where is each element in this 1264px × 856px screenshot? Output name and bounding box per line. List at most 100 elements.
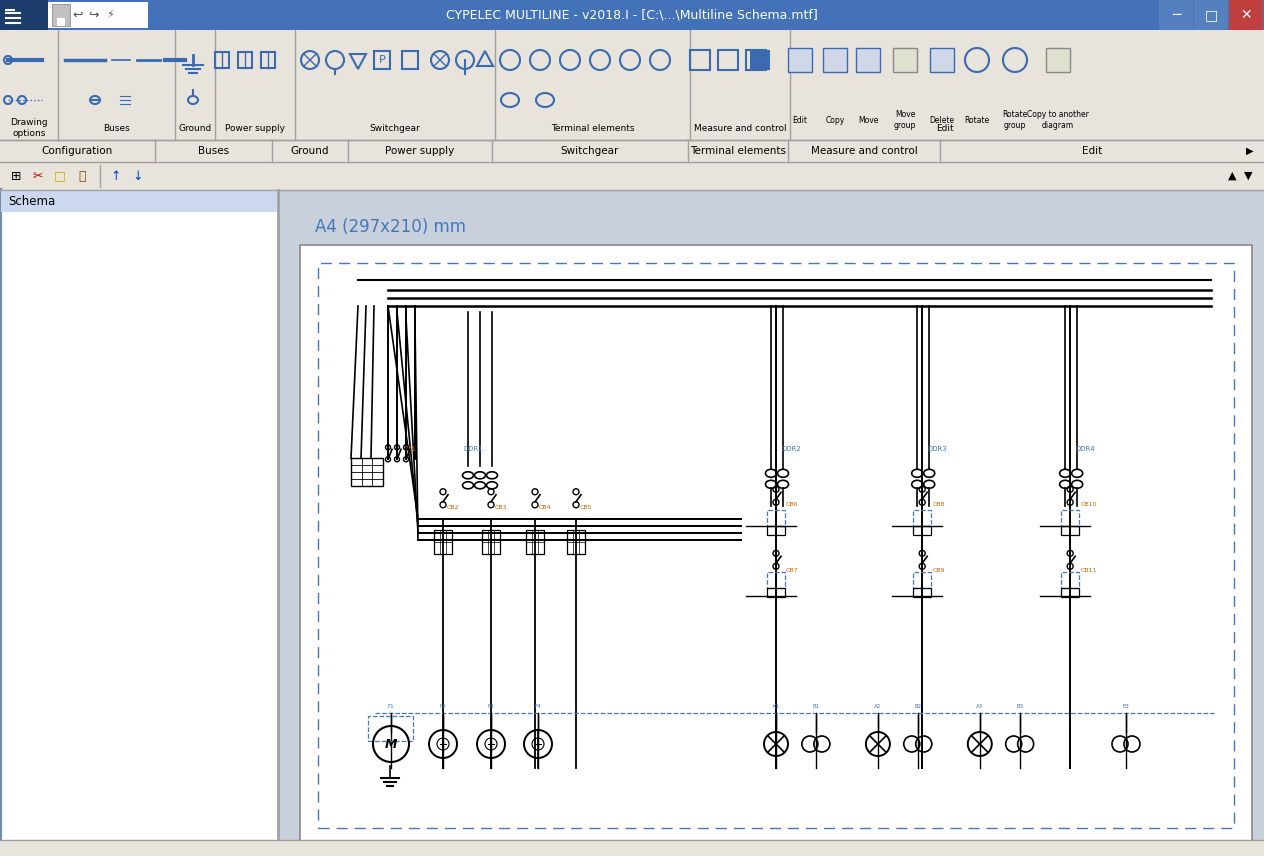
Text: Move
group: Move group xyxy=(894,110,916,130)
Bar xyxy=(930,48,954,72)
Text: CB6: CB6 xyxy=(786,502,799,508)
Text: Copy to another
diagram: Copy to another diagram xyxy=(1028,110,1090,130)
Text: Edit: Edit xyxy=(1082,146,1102,156)
Bar xyxy=(0,140,1264,162)
Text: Configuration: Configuration xyxy=(42,146,112,156)
Text: ✕: ✕ xyxy=(1240,8,1251,22)
Bar xyxy=(374,51,391,69)
Bar xyxy=(1062,526,1079,535)
Text: Edit: Edit xyxy=(937,123,954,133)
Text: □: □ xyxy=(54,169,66,182)
Bar xyxy=(48,2,148,28)
Bar xyxy=(278,190,1264,856)
Bar xyxy=(260,52,276,68)
Bar xyxy=(856,48,880,72)
Text: Delete: Delete xyxy=(929,116,954,124)
Bar xyxy=(690,50,710,70)
Text: Buses: Buses xyxy=(104,123,130,133)
Text: ↪: ↪ xyxy=(88,9,100,21)
Bar xyxy=(913,526,932,535)
Text: Ground: Ground xyxy=(291,146,329,156)
Text: Schema: Schema xyxy=(8,194,56,207)
Text: DDR4: DDR4 xyxy=(1076,446,1095,452)
Text: ▼: ▼ xyxy=(1244,171,1253,181)
Text: K1: K1 xyxy=(772,704,780,709)
Bar xyxy=(1062,588,1079,597)
Text: Rotate: Rotate xyxy=(964,116,990,124)
Text: Switchgear: Switchgear xyxy=(369,123,421,133)
Text: CB1: CB1 xyxy=(403,446,417,452)
Text: F1: F1 xyxy=(388,704,394,709)
Bar xyxy=(434,530,453,554)
Text: ─: ─ xyxy=(1172,8,1181,22)
Bar xyxy=(52,4,70,26)
Bar xyxy=(767,526,785,535)
Bar xyxy=(892,48,916,72)
Text: DDR1: DDR1 xyxy=(463,446,483,452)
Text: Rotate
group: Rotate group xyxy=(1002,110,1028,130)
Bar xyxy=(1,190,277,212)
Text: ⚡: ⚡ xyxy=(106,10,114,20)
Text: ✂: ✂ xyxy=(33,169,43,182)
Bar xyxy=(0,840,1264,856)
Text: B1: B1 xyxy=(813,704,819,709)
Text: F2: F2 xyxy=(440,704,446,709)
Bar xyxy=(1229,0,1263,30)
Text: Ground: Ground xyxy=(178,123,211,133)
Text: ↑: ↑ xyxy=(111,169,121,182)
Text: □: □ xyxy=(1205,8,1217,22)
Text: A3: A3 xyxy=(976,704,983,709)
Bar xyxy=(351,458,383,486)
Bar xyxy=(0,0,48,30)
Text: ▲: ▲ xyxy=(1227,171,1236,181)
Text: Power supply: Power supply xyxy=(225,123,284,133)
Text: P: P xyxy=(379,55,386,65)
Text: M: M xyxy=(384,738,397,751)
Text: CB2: CB2 xyxy=(447,505,460,510)
Text: Copy: Copy xyxy=(825,116,844,124)
Bar xyxy=(1159,0,1193,30)
Text: F4: F4 xyxy=(535,704,541,709)
Text: A2: A2 xyxy=(875,704,881,709)
Text: ▶: ▶ xyxy=(1246,146,1254,156)
Bar xyxy=(368,716,413,741)
Text: CB7: CB7 xyxy=(786,568,799,574)
Bar xyxy=(787,48,811,72)
Bar xyxy=(0,162,1264,190)
Bar xyxy=(1047,48,1071,72)
Bar xyxy=(913,510,932,526)
Bar xyxy=(746,50,766,70)
Bar xyxy=(568,530,585,554)
Text: E3: E3 xyxy=(1122,704,1130,709)
Bar xyxy=(913,573,932,588)
Bar xyxy=(402,51,418,69)
Bar xyxy=(1062,573,1079,588)
Bar xyxy=(0,0,1264,30)
Text: CB10: CB10 xyxy=(1081,502,1097,508)
Bar xyxy=(319,263,1234,828)
Text: Switchgear: Switchgear xyxy=(561,146,619,156)
Text: Terminal elements: Terminal elements xyxy=(690,146,786,156)
Text: DDR3: DDR3 xyxy=(928,446,947,452)
Text: ↓: ↓ xyxy=(133,169,143,182)
Text: DDR2: DDR2 xyxy=(781,446,800,452)
Bar xyxy=(750,50,770,70)
Bar xyxy=(238,52,252,68)
Text: ⊞: ⊞ xyxy=(11,169,21,182)
Text: CB11: CB11 xyxy=(1081,568,1097,574)
Bar xyxy=(767,573,785,588)
Text: Edit: Edit xyxy=(793,116,808,124)
Bar xyxy=(0,30,1264,140)
Text: CB8: CB8 xyxy=(932,502,944,508)
Bar xyxy=(1194,0,1229,30)
Text: CYPELEC MULTILINE - v2018.I - [C:\...\Multiline Schema.mtf]: CYPELEC MULTILINE - v2018.I - [C:\...\Mu… xyxy=(446,9,818,21)
Text: B2: B2 xyxy=(914,704,921,709)
Bar xyxy=(823,48,847,72)
Text: CB4: CB4 xyxy=(538,505,551,510)
Text: Move: Move xyxy=(858,116,878,124)
Text: Drawing
options: Drawing options xyxy=(10,118,48,138)
Bar xyxy=(913,588,932,597)
Bar xyxy=(718,50,738,70)
Text: Terminal elements: Terminal elements xyxy=(551,123,635,133)
Bar xyxy=(767,588,785,597)
